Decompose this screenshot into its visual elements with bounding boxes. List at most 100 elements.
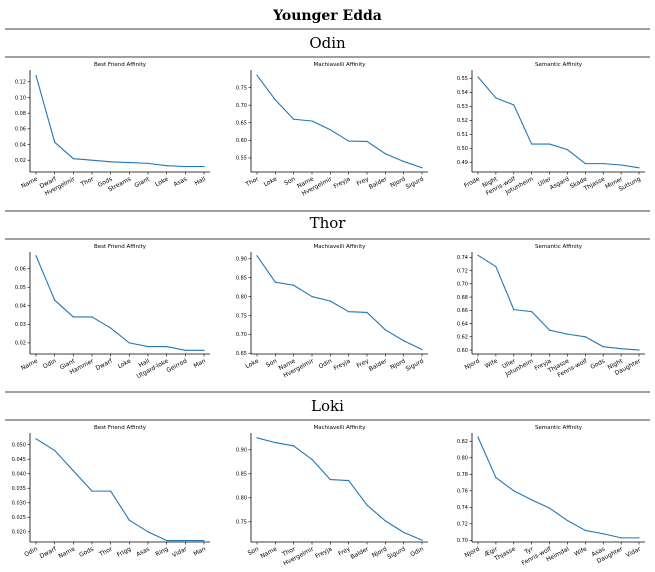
data-point — [147, 345, 149, 348]
data-point — [531, 143, 533, 145]
data-point — [620, 164, 622, 166]
data-point — [203, 165, 205, 168]
y-tick-label: 0.60 — [457, 348, 468, 354]
x-tick-label: Name — [259, 545, 278, 560]
series-line — [35, 438, 204, 542]
figure-title: Younger Edda — [272, 8, 382, 24]
data-point — [311, 120, 313, 122]
data-point — [531, 311, 533, 313]
x-tick-label: Asas — [173, 176, 189, 189]
series-line — [35, 75, 204, 168]
data-point — [256, 437, 258, 439]
data-point — [495, 476, 497, 479]
data-point — [110, 161, 112, 163]
data-point — [311, 295, 313, 298]
data-point — [513, 309, 515, 311]
x-tick-label: Ring — [154, 545, 169, 558]
y-tick-label: 0.08 — [15, 111, 26, 117]
data-point — [35, 74, 37, 77]
x-tick-label: Dwarf — [95, 357, 115, 372]
data-point — [584, 163, 586, 165]
data-point — [477, 254, 479, 256]
data-point — [128, 161, 130, 164]
data-point — [638, 167, 640, 169]
y-tick-label: 0.030 — [12, 501, 26, 507]
y-tick-label: 0.70 — [236, 103, 247, 109]
y-tick-label: 0.70 — [457, 282, 468, 288]
data-point — [110, 327, 112, 329]
x-tick-label: Freyja — [332, 175, 351, 190]
y-tick-label: 0.05 — [15, 285, 26, 291]
data-point — [531, 499, 533, 501]
y-tick-label: 0.51 — [457, 132, 468, 138]
y-tick-label: 0.06 — [15, 127, 26, 133]
y-tick-label: 0.70 — [236, 332, 247, 338]
x-tick-label: Loke — [263, 175, 279, 188]
data-point — [602, 163, 604, 165]
data-point — [72, 158, 74, 160]
y-tick-label: 0.74 — [457, 255, 468, 261]
y-tick-label: 0.65 — [236, 121, 247, 127]
data-point — [184, 349, 186, 351]
x-tick-label: Odin — [409, 545, 425, 558]
data-point — [91, 159, 93, 161]
x-tick-label: Balder — [368, 357, 389, 373]
x-tick-label: Thor — [244, 175, 261, 188]
data-point — [638, 349, 640, 351]
x-tick-label: Son — [265, 357, 278, 369]
data-point — [421, 348, 423, 351]
y-tick-label: 0.80 — [236, 294, 247, 300]
data-point — [147, 162, 149, 164]
x-tick-label: Asas — [135, 546, 151, 559]
x-tick-label: Gods — [589, 358, 606, 371]
series-line — [477, 254, 640, 351]
data-point — [311, 458, 313, 461]
data-point — [366, 140, 368, 142]
x-tick-label: Odin — [23, 545, 39, 558]
x-tick-label: Freyja — [314, 545, 333, 560]
data-point — [54, 299, 56, 301]
data-point — [329, 478, 331, 481]
data-point — [566, 519, 569, 522]
data-point — [256, 74, 258, 76]
y-tick-label: 0.65 — [236, 351, 247, 357]
y-tick-label: 0.12 — [15, 80, 26, 86]
x-tick-label: Gods — [78, 546, 95, 559]
x-tick-label: Giant — [133, 175, 151, 189]
y-tick-label: 0.02 — [15, 341, 26, 347]
data-point — [495, 265, 497, 268]
x-tick-label: Dwarf — [39, 545, 59, 560]
data-point — [384, 329, 386, 331]
data-point — [548, 507, 551, 509]
y-tick-label: 0.75 — [236, 85, 247, 91]
data-point — [203, 539, 205, 542]
y-tick-label: 0.02 — [15, 158, 26, 164]
data-point — [421, 167, 423, 169]
y-tick-label: 0.10 — [15, 95, 26, 101]
y-tick-label: 0.03 — [15, 322, 26, 328]
x-tick-label: Sigurd — [405, 357, 425, 372]
x-tick-label: Frigg — [116, 545, 132, 558]
data-point — [203, 349, 205, 351]
series-line — [35, 255, 204, 351]
y-tick-label: 0.68 — [457, 295, 468, 301]
data-point — [35, 438, 37, 440]
y-tick-label: 0.82 — [457, 439, 468, 445]
data-point — [274, 442, 276, 444]
x-tick-label: Thor — [79, 175, 96, 188]
data-point — [421, 539, 423, 541]
x-tick-label: Wife — [573, 545, 588, 558]
data-point — [128, 342, 130, 344]
y-tick-label: 0.50 — [457, 146, 468, 152]
chart-title: Machiavelli Affinity — [313, 62, 366, 68]
y-tick-label: 0.04 — [15, 142, 26, 148]
x-tick-label: Name — [20, 357, 39, 372]
data-point — [54, 141, 56, 143]
x-tick-label: Thor — [97, 545, 114, 558]
x-tick-label: Njord — [464, 545, 482, 559]
data-point — [91, 316, 93, 318]
data-point — [566, 333, 569, 335]
y-tick-label: 0.06 — [15, 266, 26, 272]
series-line — [477, 76, 640, 169]
section-title: Thor — [310, 214, 347, 232]
